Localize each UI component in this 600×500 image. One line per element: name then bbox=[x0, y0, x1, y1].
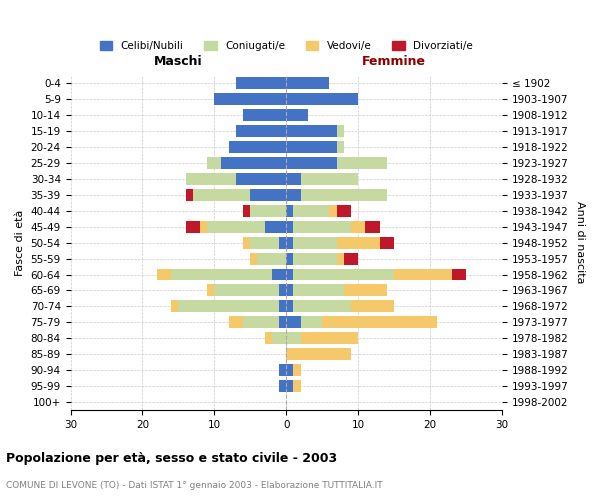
Bar bbox=[279, 236, 286, 248]
Text: COMUNE DI LEVONE (TO) - Dati ISTAT 1° gennaio 2003 - Elaborazione TUTTITALIA.IT: COMUNE DI LEVONE (TO) - Dati ISTAT 1° ge… bbox=[6, 481, 383, 490]
Bar bbox=[337, 125, 344, 136]
Bar bbox=[301, 188, 387, 200]
Bar bbox=[301, 316, 322, 328]
Bar bbox=[207, 156, 221, 168]
Bar bbox=[351, 300, 394, 312]
Bar bbox=[286, 236, 293, 248]
Bar bbox=[322, 316, 437, 328]
Bar bbox=[344, 284, 387, 296]
Bar bbox=[337, 236, 380, 248]
Bar bbox=[279, 300, 286, 312]
Bar bbox=[337, 204, 351, 216]
Bar bbox=[265, 332, 272, 344]
Bar bbox=[329, 204, 337, 216]
Bar bbox=[243, 236, 250, 248]
Bar bbox=[286, 77, 329, 89]
Bar bbox=[293, 236, 337, 248]
Bar bbox=[337, 252, 344, 264]
Bar bbox=[279, 380, 286, 392]
Bar bbox=[207, 220, 265, 232]
Bar bbox=[301, 172, 358, 184]
Bar bbox=[351, 220, 365, 232]
Bar bbox=[293, 284, 344, 296]
Text: Popolazione per età, sesso e stato civile - 2003: Popolazione per età, sesso e stato civil… bbox=[6, 452, 337, 465]
Bar bbox=[157, 268, 171, 280]
Bar bbox=[286, 156, 337, 168]
Bar bbox=[394, 268, 452, 280]
Bar bbox=[279, 284, 286, 296]
Bar bbox=[286, 332, 301, 344]
Y-axis label: Fasce di età: Fasce di età bbox=[15, 210, 25, 276]
Bar bbox=[286, 109, 308, 121]
Text: Femmine: Femmine bbox=[362, 56, 426, 68]
Bar bbox=[279, 364, 286, 376]
Bar bbox=[286, 220, 293, 232]
Bar bbox=[286, 316, 301, 328]
Bar bbox=[293, 300, 351, 312]
Bar bbox=[243, 204, 250, 216]
Bar bbox=[257, 252, 286, 264]
Bar bbox=[286, 380, 293, 392]
Bar bbox=[236, 125, 286, 136]
Bar bbox=[250, 204, 286, 216]
Bar bbox=[337, 140, 344, 152]
Bar bbox=[207, 284, 214, 296]
Bar bbox=[272, 268, 286, 280]
Bar bbox=[221, 156, 286, 168]
Bar bbox=[171, 268, 272, 280]
Bar bbox=[452, 268, 466, 280]
Bar bbox=[214, 284, 279, 296]
Bar bbox=[293, 364, 301, 376]
Text: Maschi: Maschi bbox=[154, 56, 203, 68]
Bar bbox=[286, 268, 293, 280]
Bar bbox=[229, 316, 243, 328]
Bar bbox=[293, 252, 337, 264]
Bar bbox=[286, 252, 293, 264]
Bar bbox=[286, 140, 337, 152]
Bar bbox=[286, 93, 358, 105]
Bar bbox=[250, 236, 279, 248]
Bar bbox=[301, 332, 358, 344]
Bar bbox=[265, 220, 286, 232]
Bar bbox=[272, 332, 286, 344]
Bar bbox=[243, 109, 286, 121]
Bar bbox=[214, 93, 286, 105]
Bar bbox=[250, 188, 286, 200]
Bar bbox=[279, 316, 286, 328]
Bar bbox=[293, 268, 394, 280]
Bar bbox=[286, 188, 301, 200]
Bar bbox=[344, 252, 358, 264]
Bar bbox=[193, 188, 250, 200]
Bar bbox=[236, 172, 286, 184]
Bar bbox=[286, 204, 293, 216]
Bar bbox=[185, 220, 200, 232]
Bar bbox=[365, 220, 380, 232]
Bar bbox=[286, 125, 337, 136]
Bar bbox=[250, 252, 257, 264]
Bar bbox=[286, 284, 293, 296]
Legend: Celibi/Nubili, Coniugati/e, Vedovi/e, Divorziati/e: Celibi/Nubili, Coniugati/e, Vedovi/e, Di… bbox=[95, 36, 477, 55]
Bar bbox=[293, 380, 301, 392]
Bar bbox=[286, 364, 293, 376]
Bar bbox=[286, 172, 301, 184]
Bar bbox=[243, 316, 279, 328]
Bar bbox=[293, 204, 329, 216]
Bar bbox=[171, 300, 178, 312]
Bar bbox=[286, 300, 293, 312]
Bar bbox=[200, 220, 207, 232]
Bar bbox=[185, 172, 236, 184]
Bar bbox=[236, 77, 286, 89]
Bar bbox=[380, 236, 394, 248]
Bar bbox=[286, 348, 351, 360]
Bar bbox=[185, 188, 193, 200]
Bar bbox=[337, 156, 387, 168]
Y-axis label: Anni di nascita: Anni di nascita bbox=[575, 202, 585, 284]
Bar bbox=[178, 300, 279, 312]
Bar bbox=[229, 140, 286, 152]
Bar bbox=[293, 220, 351, 232]
